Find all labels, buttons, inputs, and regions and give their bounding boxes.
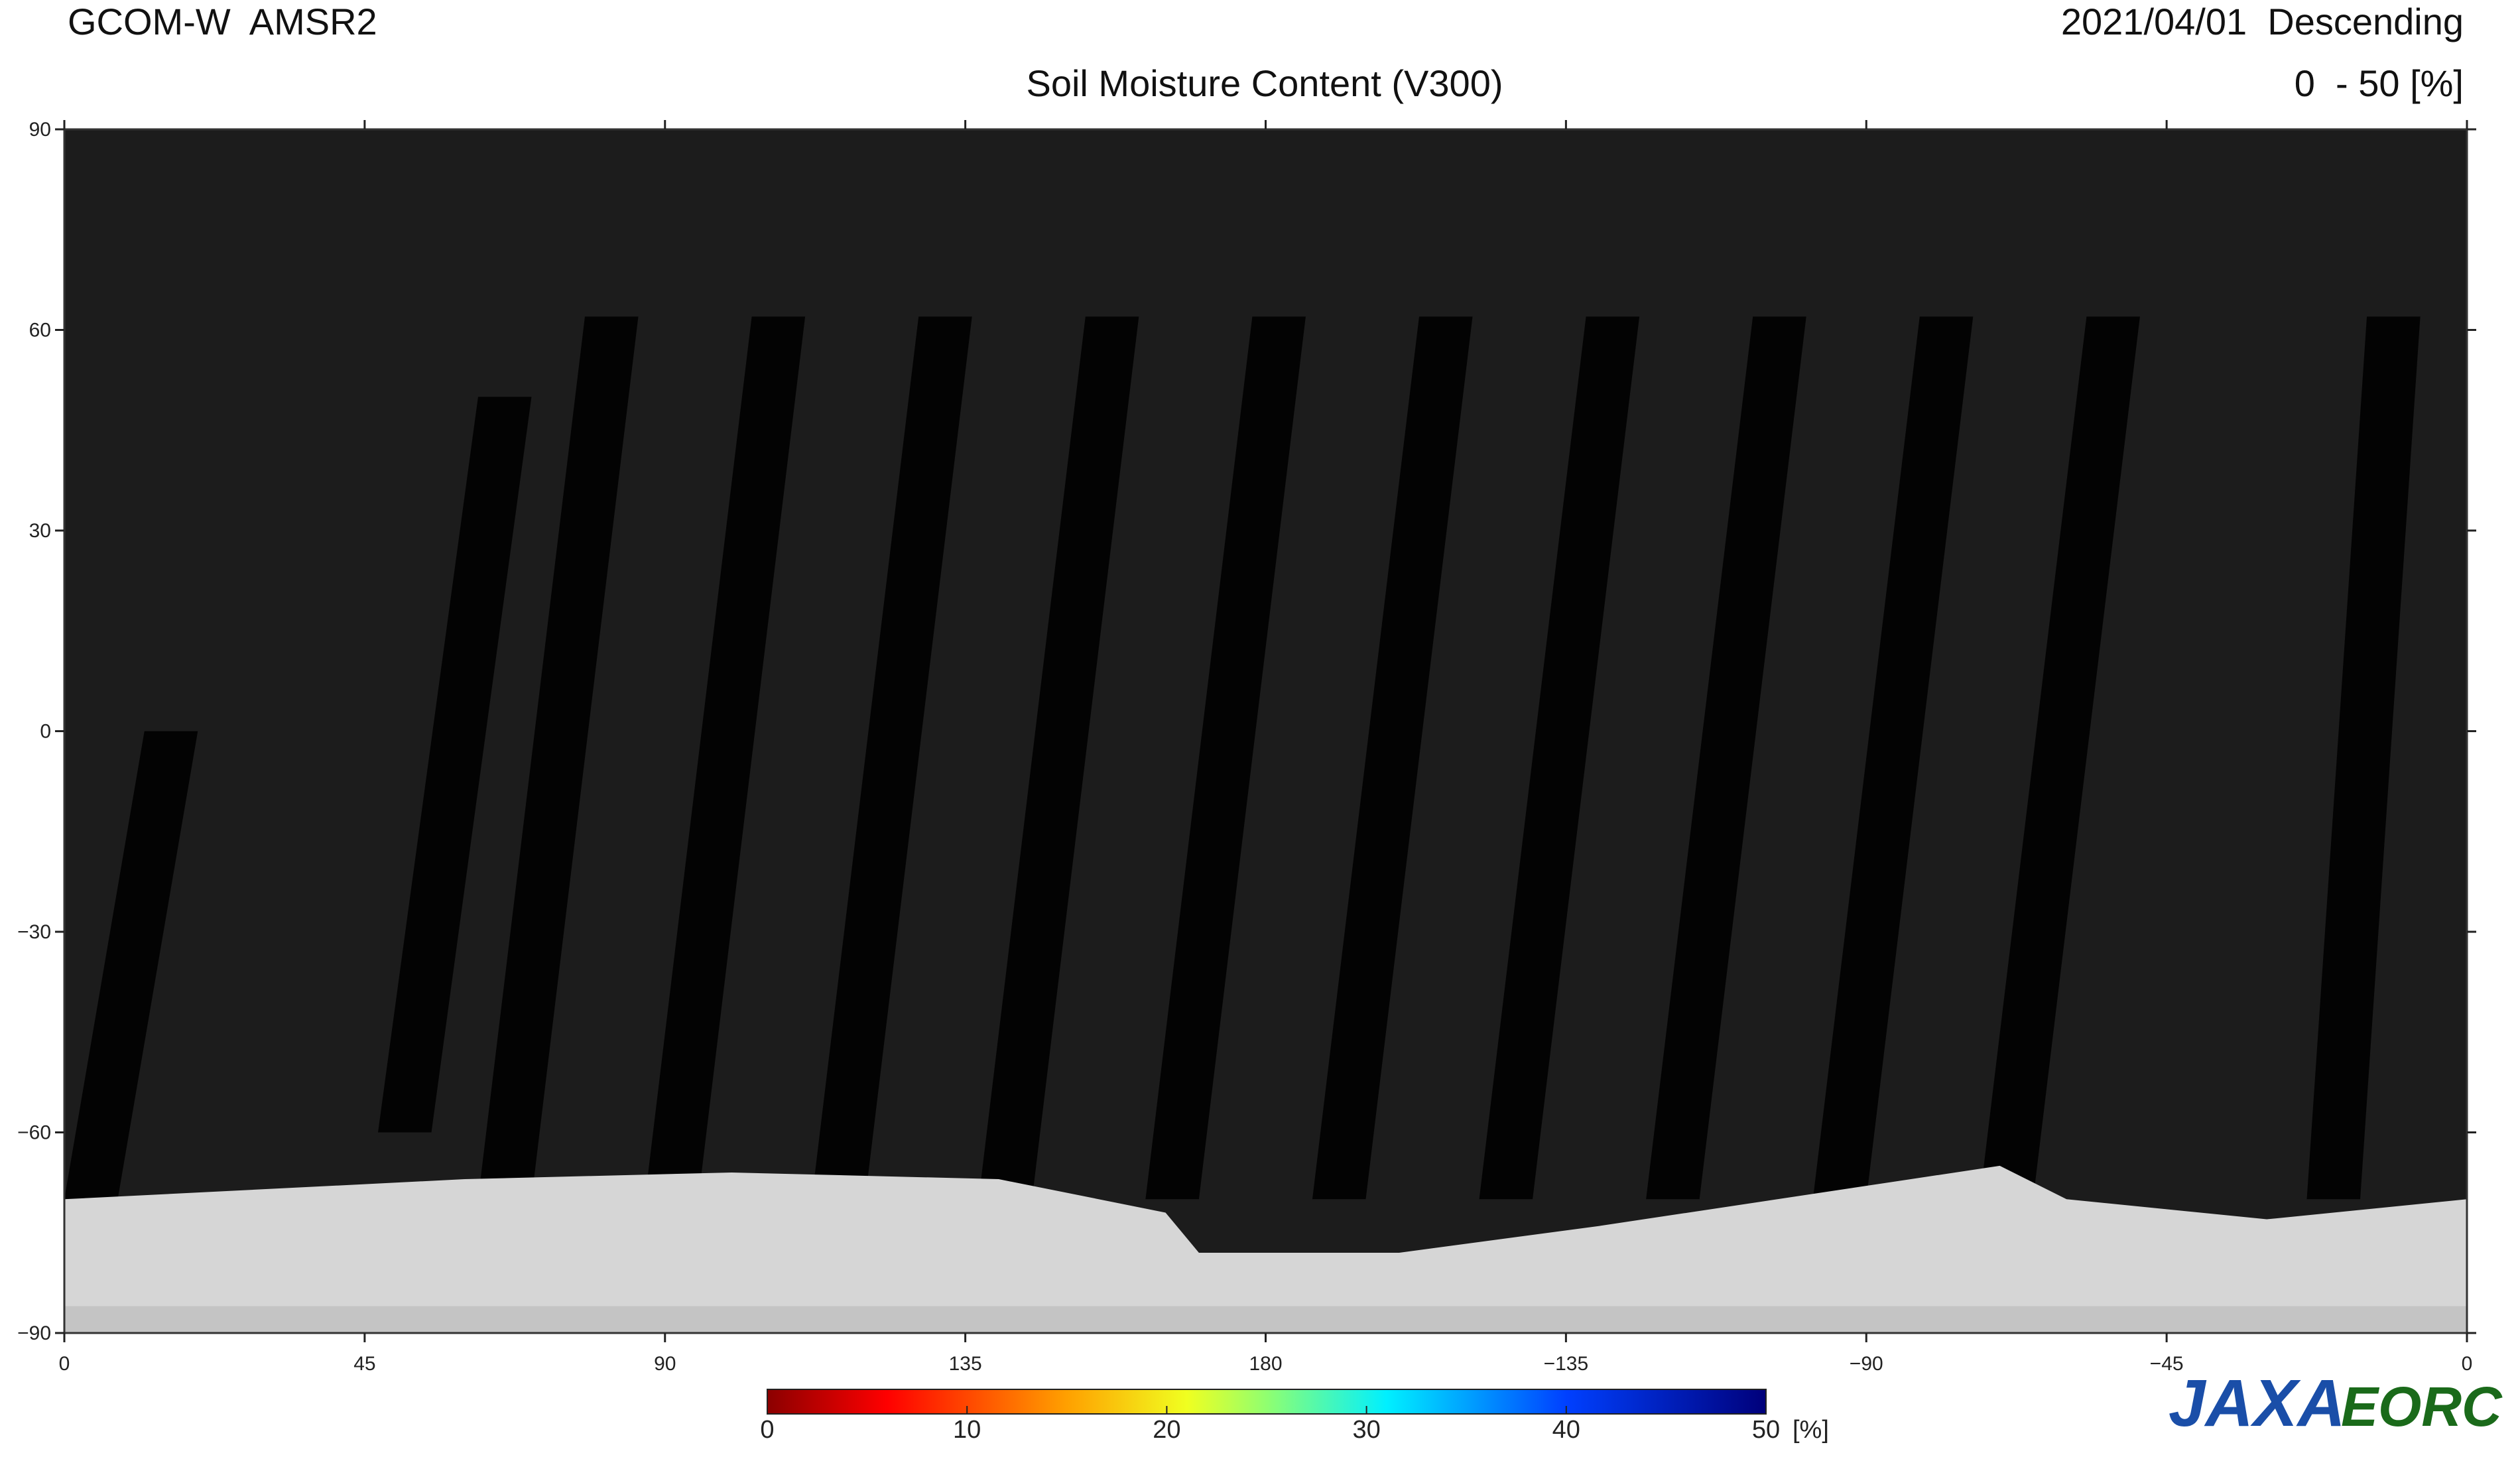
colorbar-tick-label: 40 [1552,1416,1580,1444]
logo-jaxa: JAXA [2169,1366,2346,1440]
map-title: Soil Moisture Content (V300) [1026,62,1503,104]
logo-eorc: EORC [2341,1375,2503,1438]
colorbar-tick-label: 30 [1352,1416,1380,1444]
lat-tick-label: −30 [17,921,51,943]
lat-tick-label: 0 [40,721,51,743]
lon-tick-label: 90 [654,1353,676,1375]
lon-tick-label: 45 [353,1353,375,1375]
antarctica [64,1165,2468,1333]
date-label: 2021/04/01 Descending [2061,1,2464,42]
lon-tick-label: 0 [2462,1353,2473,1375]
lon-tick-label: 180 [1249,1353,1282,1375]
lon-tick-label: 0 [59,1353,70,1375]
colorbar-unit: [%] [1793,1416,1829,1444]
colorbar-tick-label: 20 [1153,1416,1180,1444]
lat-tick-label: 30 [29,520,51,542]
range-label: 0 - 50 [%] [2295,62,2464,104]
map [63,128,2468,1334]
lon-tick-label: 135 [949,1353,982,1375]
colorbar-tick-label: 50 [1752,1416,1780,1444]
logo: JAXA EORC [2169,1366,2503,1440]
lon-tick-label: −90 [1850,1353,1883,1375]
lat-tick-label: −90 [17,1322,51,1344]
mission-label: GCOM-W AMSR2 [68,1,377,42]
lat-tick-label: 90 [29,119,51,141]
ocean [64,129,2467,1333]
lat-tick-label: 60 [29,320,51,342]
lon-tick-label: −45 [2150,1353,2184,1375]
polar-band [64,1306,2468,1333]
swath-gaps [64,316,2421,1200]
lat-tick-label: −60 [17,1122,51,1144]
colorbar [767,1389,1767,1415]
colorbar-tick-label: 0 [760,1416,774,1444]
colorbar-scale [767,1389,1767,1415]
map-drawing [64,316,2468,1333]
colorbar-tick-label: 10 [953,1416,981,1444]
lon-tick-label: −135 [1544,1353,1589,1375]
